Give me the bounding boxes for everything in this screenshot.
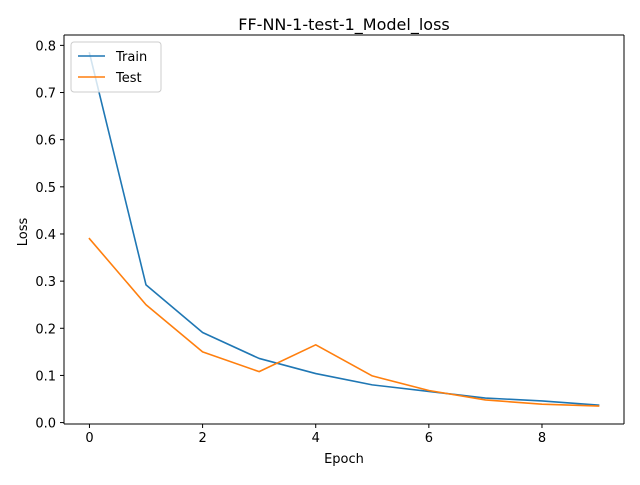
y-tick-label: 0.3: [35, 275, 56, 290]
x-tick-label: 8: [538, 431, 546, 446]
x-tick-label: 2: [198, 431, 206, 446]
y-tick-label: 0.4: [35, 228, 56, 243]
y-tick-label: 0.8: [35, 39, 56, 54]
y-tick-label: 0.7: [35, 87, 56, 102]
legend-box: [70, 41, 162, 93]
x-axis-label: Epoch: [324, 452, 364, 467]
series-line-test: [88, 237, 600, 407]
series-line-train: [88, 51, 600, 406]
plot-area: 0 2 4 6 8 0.0 0.1 0.2 0.3 0.4 0.5 0.6 0.7 0.8 Train Tes…: [35, 34, 625, 446]
x-tick-label: 4: [312, 431, 320, 446]
y-tick-label: 0.2: [35, 322, 56, 337]
y-tick-label: 0.6: [35, 134, 56, 149]
x-tick-label: 6: [425, 431, 433, 446]
legend-label-train: Train: [115, 50, 147, 65]
y-tick-label: 0.5: [35, 181, 56, 196]
y-axis-label: Loss: [16, 218, 31, 247]
x-tick-label: 0: [85, 431, 93, 446]
chart-title: FF-NN-1-test-1_Model_loss: [238, 15, 449, 35]
y-tick-label: 0.0: [35, 417, 56, 432]
legend-label-test: Test: [115, 71, 142, 86]
y-tick-label: 0.1: [35, 369, 56, 384]
